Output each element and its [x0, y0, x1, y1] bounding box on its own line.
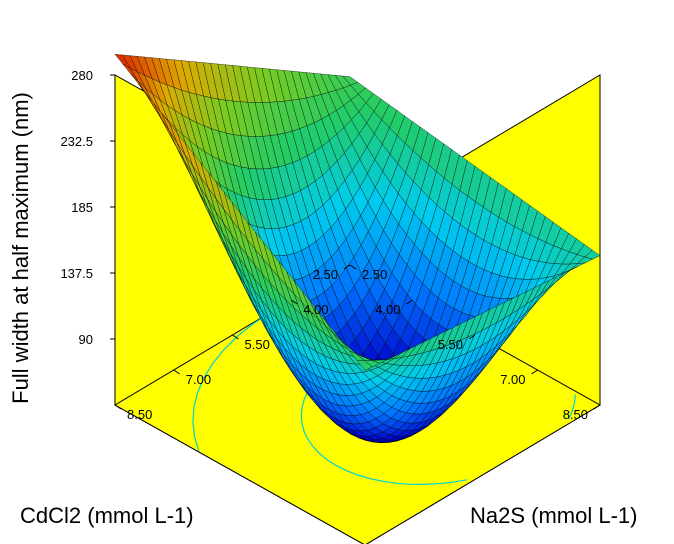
z-tick-label: 137.5 [60, 266, 93, 281]
surface-cell [356, 360, 373, 371]
x-tick-label: 5.50 [438, 337, 463, 352]
y-tick-label: 5.50 [245, 337, 270, 352]
z-tick-label: 280 [71, 68, 93, 83]
x-tick-mark [406, 299, 413, 305]
y-tick-label: 8.50 [127, 407, 152, 422]
x-axis-title: CdCl2 (mmol L-1) [20, 503, 194, 528]
z-tick-label: 232.5 [60, 134, 93, 149]
y-axis-title: Na2S (mmol L-1) [470, 503, 637, 528]
response-surface [114, 53, 601, 443]
x-tick-label: 7.00 [500, 372, 525, 387]
x-tick-mark [531, 369, 538, 375]
y-tick-label: 2.50 [362, 267, 387, 282]
y-tick-label: 4.00 [303, 302, 328, 317]
x-tick-mark [593, 404, 601, 410]
y-tick-mark [290, 299, 298, 305]
x-tick-label: 2.50 [313, 267, 338, 282]
y-tick-mark [232, 334, 239, 340]
y-tick-mark [173, 369, 181, 375]
y-tick-mark [114, 404, 122, 410]
z-tick-label: 185 [71, 200, 93, 215]
x-tick-mark [468, 334, 476, 340]
z-axis-title: Full width at half maximum (nm) [8, 92, 33, 404]
x-tick-label: 4.00 [375, 302, 400, 317]
y-tick-label: 7.00 [186, 372, 211, 387]
y-tick-mark [349, 264, 357, 270]
x-tick-mark [343, 264, 351, 270]
axis-ticks: 90 137.5 185 232.5 280 2.50 4.00 5.50 7.00 8.50 2.… [60, 68, 601, 422]
x-tick-label: 8.50 [563, 407, 588, 422]
z-tick-label: 90 [79, 332, 93, 347]
contour-line [568, 394, 576, 420]
